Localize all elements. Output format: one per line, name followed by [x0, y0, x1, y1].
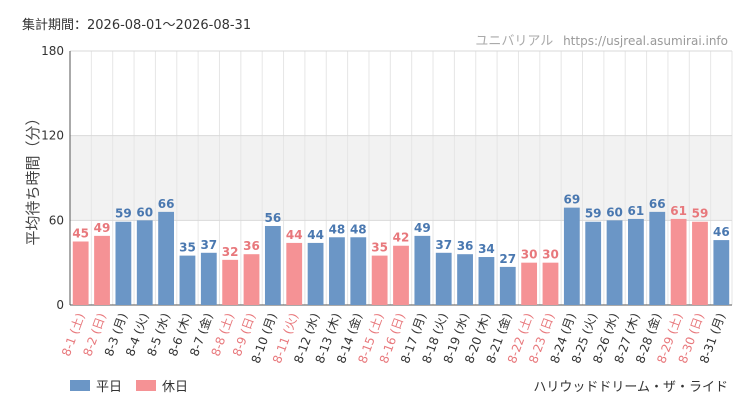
data-label: 48	[350, 222, 367, 236]
source-name: ユニバリアル	[475, 34, 554, 49]
legend-item-weekday: 平日	[70, 376, 122, 395]
bar	[649, 211, 666, 305]
data-label: 30	[521, 248, 538, 262]
data-label: 59	[585, 207, 602, 221]
data-label: 49	[94, 221, 111, 235]
legend: 平日 休日	[70, 376, 194, 395]
bar	[371, 255, 388, 305]
data-label: 61	[628, 204, 645, 218]
data-label: 59	[115, 207, 132, 221]
y-axis-title: 平均待ち時間（分）	[24, 110, 42, 245]
bar	[585, 221, 602, 305]
bar	[307, 242, 324, 305]
data-label: 32	[222, 245, 239, 259]
bar	[521, 262, 538, 305]
y-tick-label: 180	[41, 44, 64, 58]
data-label: 46	[713, 225, 730, 239]
bar	[692, 221, 708, 305]
data-label: 61	[670, 204, 687, 218]
data-label: 66	[158, 197, 175, 211]
data-label: 35	[371, 241, 388, 255]
data-label: 66	[649, 197, 666, 211]
bar	[200, 252, 217, 305]
bar	[329, 237, 345, 305]
data-label: 69	[563, 193, 580, 207]
legend-label-weekday: 平日	[96, 380, 123, 395]
bar	[457, 254, 473, 305]
data-label: 35	[179, 241, 196, 255]
data-label: 44	[286, 228, 303, 242]
data-label: 60	[606, 205, 623, 219]
data-label: 44	[307, 228, 324, 242]
legend-swatch-holiday	[136, 380, 157, 391]
bar	[478, 257, 495, 305]
bar	[158, 211, 174, 305]
bar	[713, 240, 730, 305]
data-label: 49	[414, 221, 431, 235]
data-label: 37	[200, 238, 217, 252]
source-url: https://usjreal.asumirai.info	[563, 34, 728, 48]
bar	[222, 259, 239, 305]
bar	[499, 266, 516, 305]
attraction-name: ハリウッドドリーム・ザ・ライド	[533, 380, 728, 395]
data-label: 30	[542, 248, 559, 262]
data-label: 60	[136, 205, 153, 219]
bar	[628, 218, 644, 305]
band-60-120	[70, 135, 732, 221]
bar	[350, 237, 367, 305]
data-label: 59	[692, 207, 709, 221]
bar	[414, 235, 431, 305]
data-label: 37	[435, 238, 452, 252]
data-label: 34	[478, 242, 495, 256]
data-label: 48	[329, 222, 346, 236]
y-tick-label: 60	[49, 213, 64, 227]
data-label: 56	[265, 211, 282, 225]
y-tick-label: 0	[56, 298, 64, 312]
bar	[264, 225, 281, 305]
bar	[435, 252, 452, 305]
bar	[563, 207, 580, 305]
data-label: 42	[393, 231, 410, 245]
data-label: 27	[499, 252, 516, 266]
data-label: 45	[72, 227, 89, 241]
bar	[115, 221, 132, 305]
source-credit: ユニバリアル https://usjreal.asumirai.info	[475, 30, 728, 49]
bar	[393, 245, 409, 305]
bar	[542, 262, 559, 305]
bar	[606, 220, 623, 305]
y-tick-label: 120	[41, 129, 64, 143]
legend-item-holiday: 休日	[136, 376, 188, 395]
bar	[286, 242, 303, 305]
legend-swatch-weekday	[70, 380, 90, 391]
data-label: 36	[457, 239, 474, 253]
bar	[670, 218, 687, 305]
data-label: 36	[243, 239, 260, 253]
bar	[136, 220, 153, 305]
bar	[72, 241, 89, 305]
period-label: 集計期間：2026-08-01〜2026-08-31	[22, 18, 252, 33]
bar	[94, 235, 110, 305]
bar	[243, 254, 260, 305]
bar	[179, 255, 196, 305]
legend-label-holiday: 休日	[162, 380, 189, 395]
